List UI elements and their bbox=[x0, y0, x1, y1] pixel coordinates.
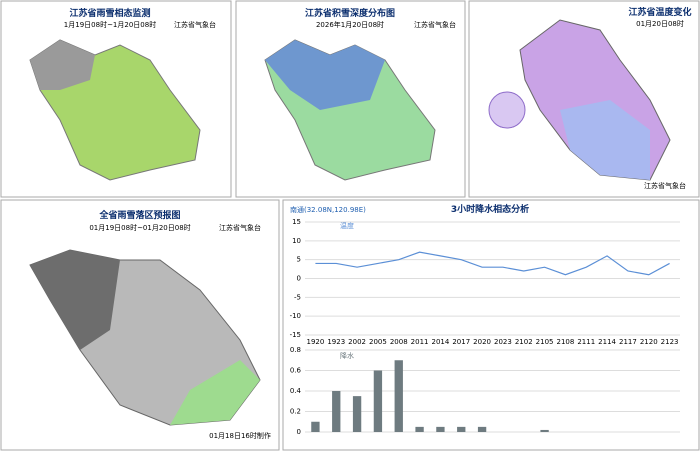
y-tick-label: 0.2 bbox=[290, 408, 301, 416]
bar bbox=[373, 370, 383, 432]
title: 全省雨雪落区预报图 bbox=[98, 209, 180, 221]
title: 3小时降水相态分析 bbox=[451, 203, 529, 215]
y-tick-label: 0.4 bbox=[290, 387, 302, 395]
footer: 01月18日16时制作 bbox=[209, 431, 271, 440]
subtitle: 01月20日08时 bbox=[636, 19, 684, 28]
org: 江苏省气象台 bbox=[219, 223, 261, 232]
subtitle: 1月19日08时~1月20日08时 bbox=[64, 20, 156, 29]
x-tick-label: 2002 bbox=[348, 338, 366, 346]
pie bbox=[488, 91, 526, 129]
y-tick-label: 0.8 bbox=[290, 346, 301, 354]
y-tick-label: 15 bbox=[292, 218, 301, 226]
y-tick-label: -15 bbox=[290, 331, 301, 339]
x-tick-label: 2114 bbox=[598, 338, 616, 346]
x-tick-label: 2105 bbox=[536, 338, 554, 346]
x-tick-label: 2117 bbox=[619, 338, 637, 346]
bar bbox=[352, 396, 362, 432]
y-tick-label: 0 bbox=[297, 428, 301, 436]
bar bbox=[332, 391, 341, 432]
line bbox=[315, 251, 670, 276]
x-tick-label: 2108 bbox=[557, 338, 575, 346]
bar bbox=[477, 426, 487, 432]
panel-1: 江苏省雨雪相态监测 1月19日08时~1月20日08时 江苏省气象台 bbox=[0, 0, 232, 198]
panel-4: 全省雨雪落区预报图 01月19日08时~01月20日08时 江苏省气象台 01月… bbox=[0, 199, 280, 451]
panel-5: 南通(32.08N,120.98E) 3小时降水相态分析 -15 -10 -5 0 5 1… bbox=[282, 199, 700, 451]
x-tick-label: 2123 bbox=[661, 338, 679, 346]
y-tick-label: 5 bbox=[297, 256, 301, 264]
y-tick-label: 10 bbox=[292, 237, 301, 245]
bar bbox=[311, 421, 320, 432]
x-tick-label: 2120 bbox=[640, 338, 658, 346]
org: 江苏省气象台 bbox=[414, 20, 456, 29]
bar bbox=[394, 360, 403, 432]
frame bbox=[282, 199, 700, 451]
map-snow bbox=[265, 40, 385, 110]
map-zone bbox=[560, 100, 650, 180]
x-tick-label: 2008 bbox=[390, 338, 408, 346]
title: 江苏省温度变化 bbox=[628, 6, 691, 18]
map-heavy bbox=[30, 250, 120, 350]
x-tick-label: 2023 bbox=[494, 338, 512, 346]
bar bbox=[457, 426, 466, 432]
x-tick-label: 1920 bbox=[307, 338, 325, 346]
x-tick-label: 2005 bbox=[369, 338, 387, 346]
x-tick-label: 2011 bbox=[411, 338, 429, 346]
y-tick-label: 0.6 bbox=[290, 367, 302, 375]
station: 南通(32.08N,120.98E) bbox=[290, 205, 366, 214]
x-tick-label: 2020 bbox=[473, 338, 491, 346]
org: 江苏省气象台 bbox=[174, 20, 216, 29]
map-snow bbox=[30, 40, 95, 90]
subtitle: 01月19日08时~01月20日08时 bbox=[89, 223, 190, 232]
bar bbox=[436, 426, 445, 432]
org: 江苏省气象台 bbox=[644, 181, 686, 190]
x-tick-label: 2111 bbox=[577, 338, 595, 346]
bar bbox=[540, 429, 549, 432]
subtitle: 2026年1月20日08时 bbox=[316, 20, 384, 29]
x-tick-label: 2014 bbox=[432, 338, 450, 346]
y-tick-label: 0 bbox=[297, 275, 301, 283]
x-tick-label: 2102 bbox=[515, 338, 533, 346]
panel-3: 江苏省温度变化 01月20日08时 江苏省气象台 bbox=[468, 0, 700, 198]
title: 江苏省积雪深度分布图 bbox=[305, 7, 395, 19]
title: 江苏省雨雪相态监测 bbox=[69, 7, 150, 19]
legend: 降水 bbox=[340, 351, 354, 360]
bar bbox=[415, 426, 424, 432]
x-tick-label: 2017 bbox=[452, 338, 470, 346]
panel-2: 江苏省积雪深度分布图 2026年1月20日08时 江苏省气象台 bbox=[235, 0, 466, 198]
x-tick-label: 1923 bbox=[327, 338, 345, 346]
map-rain bbox=[170, 360, 260, 425]
y-tick-label: -10 bbox=[290, 312, 301, 320]
y-tick-label: -5 bbox=[294, 293, 301, 301]
legend: 温度 bbox=[340, 221, 354, 230]
